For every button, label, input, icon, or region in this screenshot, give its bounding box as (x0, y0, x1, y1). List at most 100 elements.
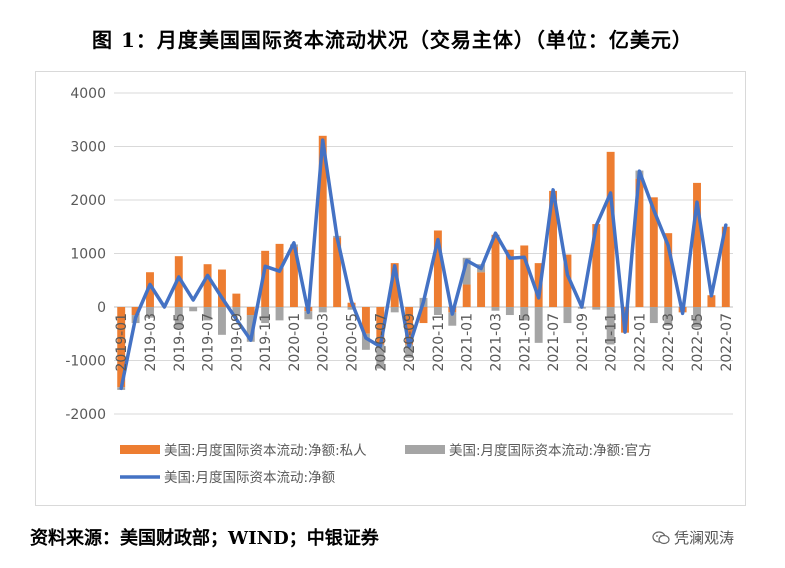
bar (563, 254, 572, 307)
wechat-icon (652, 530, 670, 544)
chart-frame: 4000 3000 2000 1000 0 -1000 -2000 2019-01 2019-0… (35, 71, 746, 506)
y-tick-label: 3000 (70, 140, 106, 156)
bar (390, 263, 399, 307)
x-tick-label: 2021-05 (517, 313, 533, 372)
x-tick-label: 2020-03 (316, 313, 332, 372)
bar (146, 272, 154, 307)
x-tick-label: 2020-09 (402, 313, 418, 372)
x-tick-label: 2019-05 (172, 313, 188, 372)
bar (592, 307, 601, 310)
x-tick-label: 2021-11 (604, 313, 620, 372)
bar (592, 224, 601, 307)
bar (261, 307, 270, 324)
bar (333, 237, 342, 307)
bar (520, 245, 529, 307)
bar (505, 249, 514, 307)
bar (405, 307, 414, 345)
bar (275, 243, 284, 307)
x-tick-label: 2021-07 (546, 313, 562, 372)
legend-swatch (120, 445, 160, 454)
y-tick-label: -1000 (65, 354, 106, 370)
legend-label: 美国:月度国际资本流动:净额:官方 (449, 443, 652, 459)
bar (232, 307, 241, 316)
bar (491, 234, 500, 307)
bar (419, 307, 428, 324)
bar (405, 344, 414, 358)
x-tick-label: 2019-01 (114, 313, 130, 372)
bar (505, 307, 514, 316)
bar (693, 307, 701, 328)
bar (189, 307, 198, 312)
bar (347, 307, 356, 310)
x-tick-label: 2019-09 (229, 313, 245, 372)
bar (664, 233, 673, 307)
x-tick-label: 2020-01 (287, 313, 303, 372)
bar (390, 307, 399, 313)
legend-label: 美国:月度国际资本流动:净额:私人 (164, 443, 367, 459)
bar (635, 178, 644, 307)
bar (275, 307, 284, 321)
bar (146, 307, 154, 318)
y-tick-label: 1000 (70, 247, 106, 263)
bar (131, 307, 140, 316)
x-tick-label: 2021-03 (488, 313, 504, 372)
bar (376, 307, 385, 345)
y-tick-label: 4000 (70, 86, 106, 102)
bar (664, 307, 673, 326)
bar (606, 307, 615, 345)
x-tick-label: 2022-07 (719, 313, 735, 372)
chart-svg: 4000 3000 2000 1000 0 -1000 -2000 2019-01 2019-0… (65, 86, 735, 486)
bar (549, 190, 558, 307)
bar (376, 344, 385, 369)
legend-label: 美国:月度国际资本流动:净额 (164, 470, 336, 486)
bar (246, 307, 255, 316)
bar (491, 307, 500, 311)
bar (433, 230, 442, 307)
bar (304, 311, 313, 320)
bar (218, 269, 226, 307)
bar (448, 312, 457, 326)
bar (563, 307, 572, 324)
x-tick-label: 2020-05 (345, 313, 361, 372)
bar (117, 307, 126, 388)
x-tick-label: 2021-09 (575, 313, 591, 372)
watermark-text: 凭澜观涛 (674, 529, 735, 547)
x-tick-label: 2020-11 (431, 313, 447, 372)
bar (520, 307, 529, 321)
bar (606, 151, 615, 307)
y-tick-label: 0 (97, 300, 106, 316)
x-tick-label: 2022-03 (661, 313, 677, 372)
x-tick-label: 2022-05 (690, 313, 706, 372)
bar (433, 307, 442, 316)
bar (649, 307, 658, 324)
watermark: 凭澜观涛 (652, 527, 734, 548)
bar (232, 293, 241, 307)
x-tick-label: 2019-03 (143, 313, 159, 372)
x-tick-label: 2021-01 (460, 313, 476, 372)
bar (462, 257, 471, 285)
bar (318, 135, 327, 307)
y-tick-label: 2000 (70, 193, 106, 209)
bar (693, 182, 701, 307)
bar (361, 307, 370, 334)
bar (462, 284, 471, 307)
bar (361, 333, 370, 350)
source-note: 资料来源：美国财政部；WIND；中银证券 (30, 528, 379, 549)
bar (721, 226, 730, 307)
x-tick-label: 2019-11 (258, 313, 274, 372)
bar (261, 250, 270, 307)
bar (318, 307, 327, 313)
x-tick-label: 2020-07 (373, 313, 389, 372)
bar (289, 247, 298, 307)
bar (649, 197, 658, 307)
x-tick-label: 2022-01 (632, 313, 648, 372)
x-tick-label: 2019-07 (201, 313, 217, 372)
bar (174, 256, 183, 307)
bar (246, 315, 255, 342)
bar (174, 307, 183, 329)
chart-title: 图 1：月度美国国际资本流动状况（交易主体）（单位：亿美元） (92, 28, 693, 52)
bar (534, 307, 543, 343)
series-line (119, 138, 728, 391)
y-tick-label: -2000 (65, 407, 106, 423)
bar (477, 272, 486, 307)
